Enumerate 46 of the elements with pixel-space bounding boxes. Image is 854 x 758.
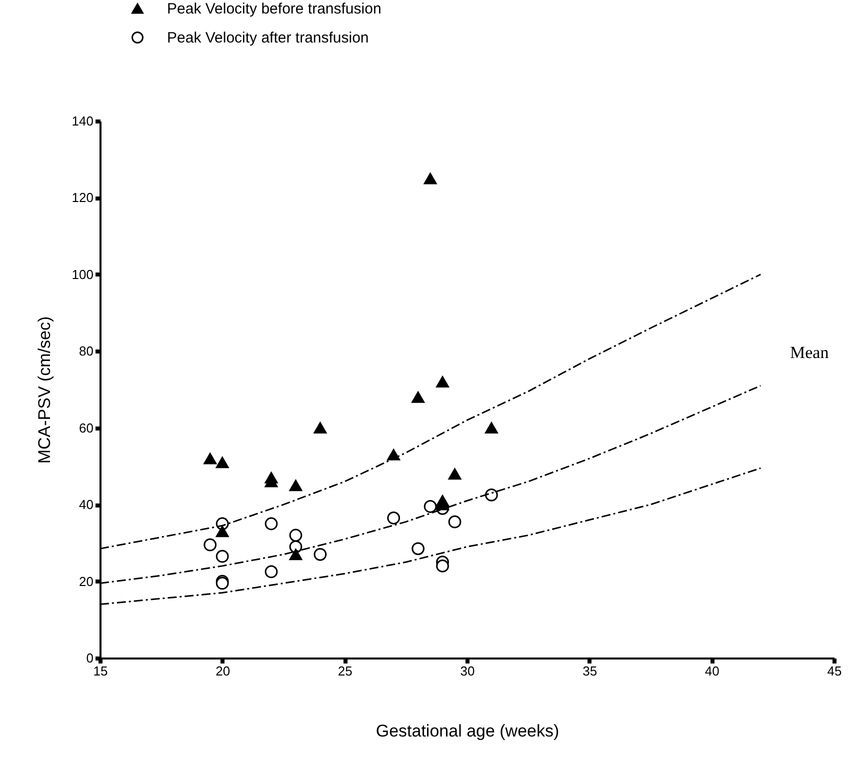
point	[314, 548, 327, 561]
point	[216, 456, 229, 468]
point	[436, 495, 449, 506]
point	[204, 538, 217, 552]
point	[289, 528, 302, 542]
x-tick-label: 15	[93, 664, 108, 678]
annotation: Mean	[790, 343, 830, 362]
y-tick-label: 20	[79, 574, 94, 589]
x-tick-label: 45	[827, 664, 842, 678]
point	[289, 480, 302, 492]
point	[216, 526, 229, 538]
point	[436, 560, 449, 572]
point	[485, 422, 498, 434]
point	[412, 391, 425, 403]
point	[314, 422, 327, 434]
point	[448, 468, 462, 480]
point	[448, 515, 462, 528]
x-tick-label: 30	[460, 664, 475, 678]
x-tick-label: 25	[338, 664, 352, 678]
point	[264, 472, 278, 484]
point	[424, 172, 437, 184]
y-tick-label: 140	[72, 114, 94, 128]
legend-label: Peak Velocity before transfusion	[167, 0, 382, 18]
legend-label: Peak Velocity after transfusion	[167, 30, 369, 46]
point	[216, 550, 229, 563]
point	[436, 376, 449, 388]
x-axis-title: Gestational age (weeks)	[376, 722, 560, 740]
y-tick-label: 80	[79, 344, 94, 359]
x-tick-label: 40	[704, 664, 720, 678]
x-tick-label: 20	[216, 664, 230, 678]
point	[204, 452, 217, 464]
point	[412, 542, 425, 556]
y-axis-title: MCA-PSV (cm/sec)	[34, 316, 54, 464]
point	[387, 449, 400, 460]
y-tick-label: 60	[79, 420, 94, 436]
point	[485, 488, 498, 502]
point	[264, 565, 278, 578]
y-tick-label: 100	[72, 266, 94, 282]
point	[424, 500, 437, 513]
y-tick-label: 120	[72, 190, 94, 206]
point	[264, 517, 278, 530]
point	[289, 548, 302, 560]
point	[387, 512, 400, 524]
y-tick-label: 40	[79, 497, 94, 512]
x-tick-label: 35	[582, 664, 598, 678]
y-tick-label: 0	[86, 650, 94, 666]
